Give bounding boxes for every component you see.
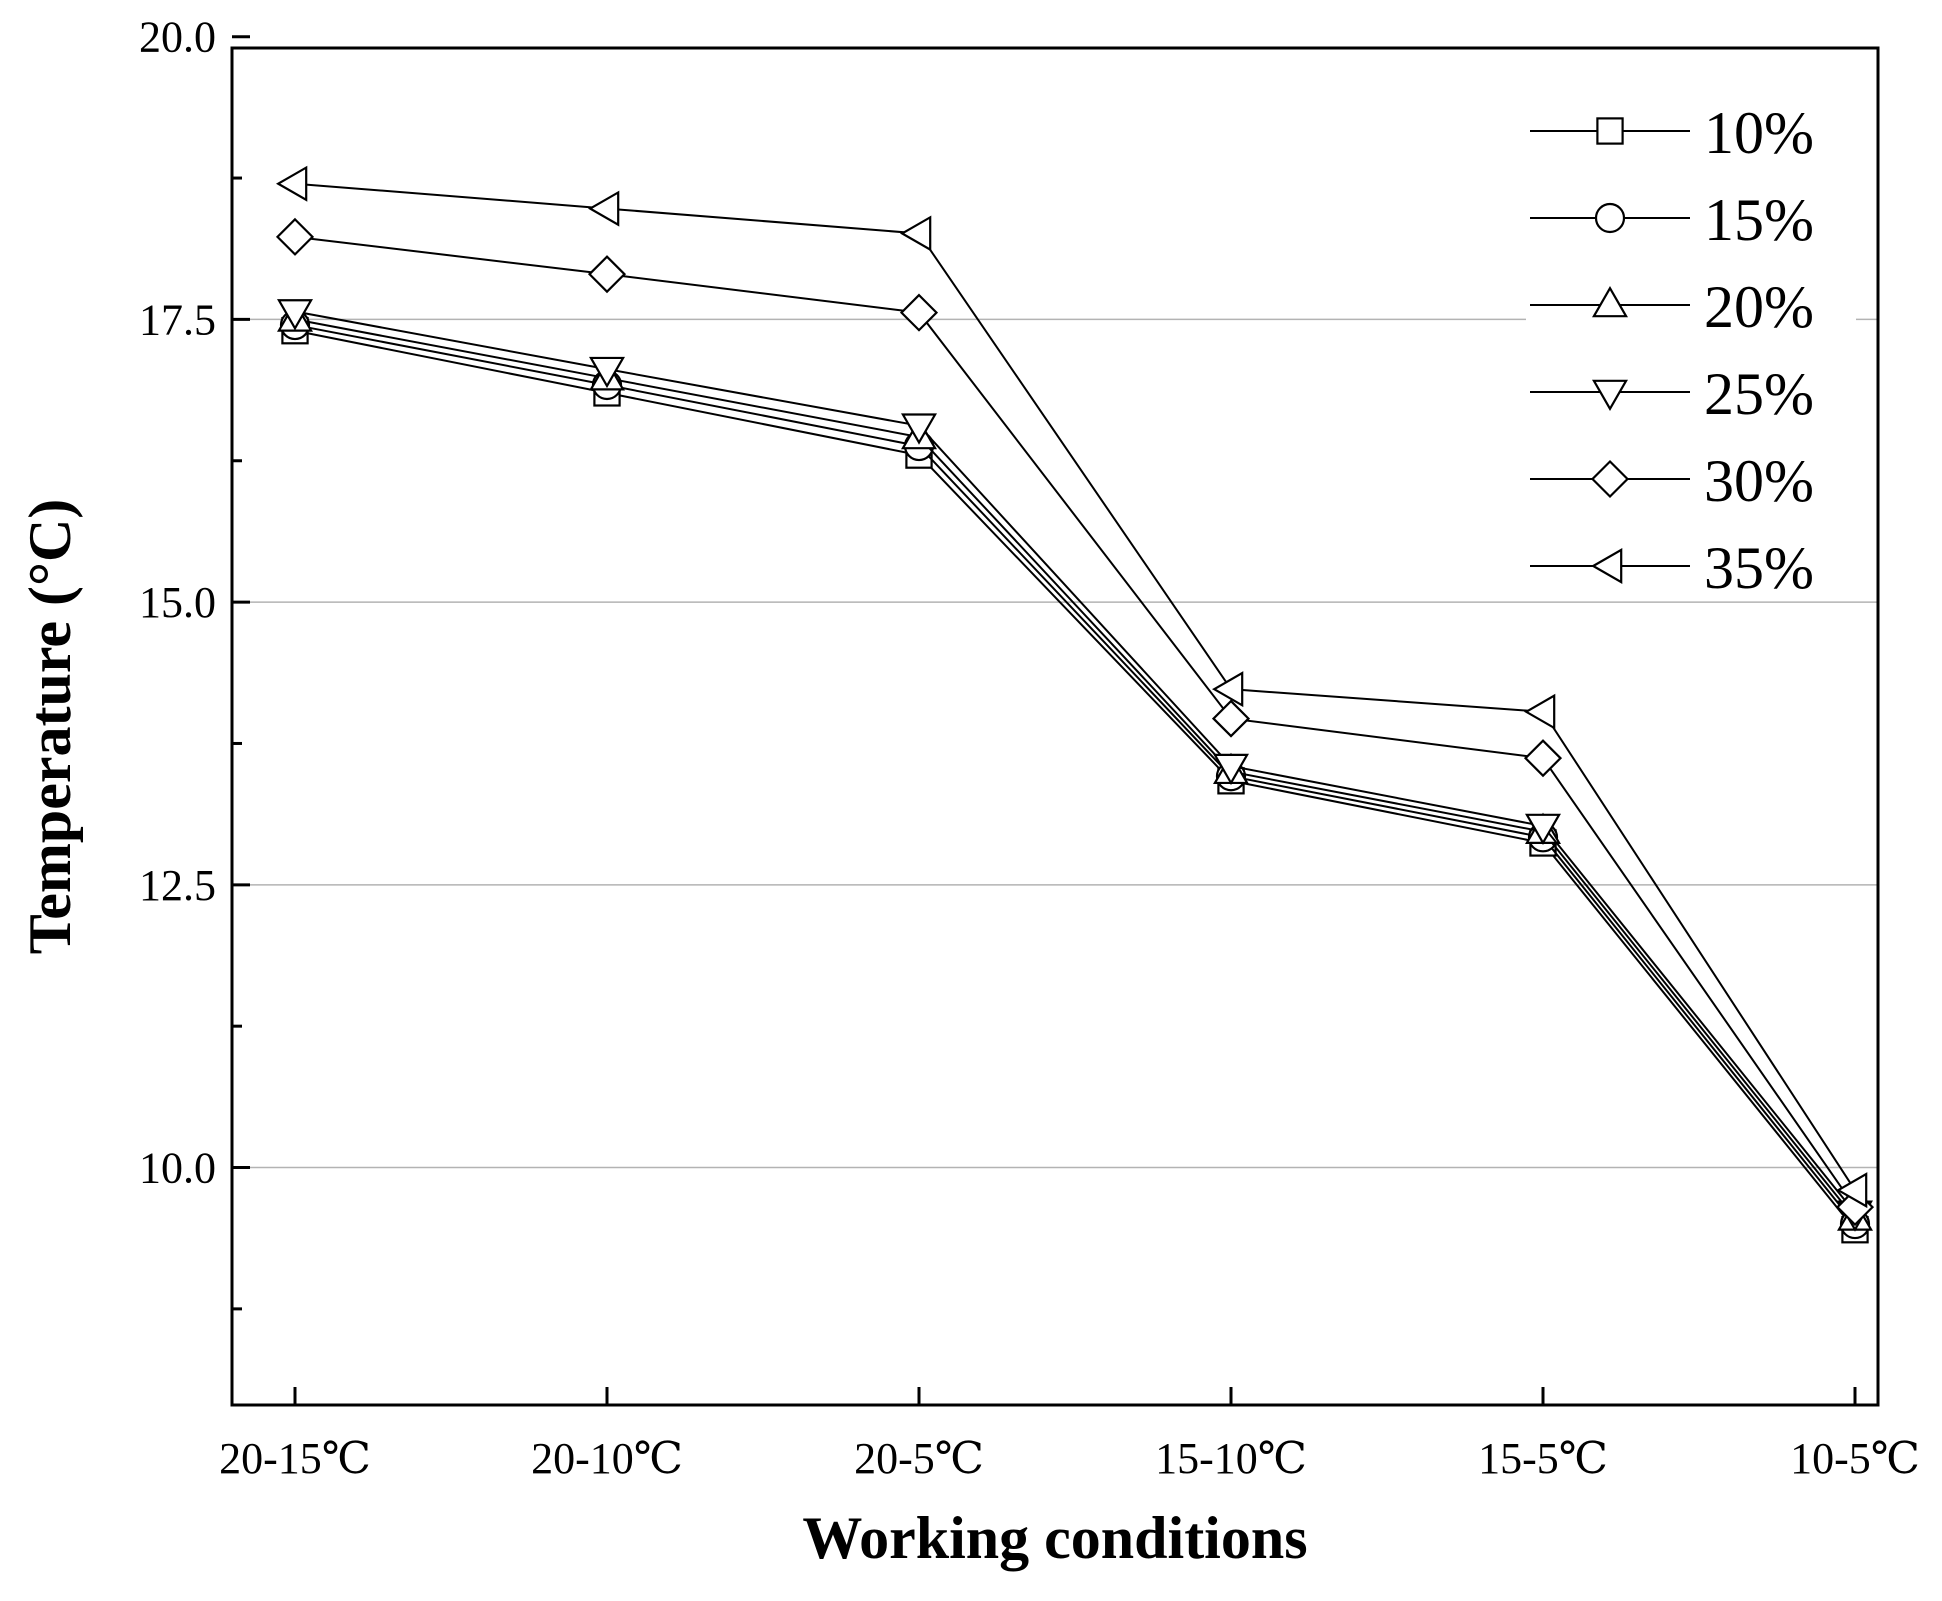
legend-marker [1590, 547, 1623, 585]
data-point [588, 356, 626, 389]
legend-item: 25% [1526, 354, 1856, 427]
data-point [1835, 1172, 1868, 1209]
y-tick-label: 20.0 [139, 13, 216, 62]
legend-item-background [1526, 267, 1856, 339]
legend-item: 35% [1526, 528, 1856, 601]
legend-item: 20% [1526, 267, 1856, 340]
data-point [1523, 739, 1563, 778]
legend-item-background [1526, 354, 1856, 426]
series-line [294, 318, 1856, 1220]
data-point [1211, 671, 1244, 708]
series-line [294, 235, 1856, 1208]
x-tick-label: 10-5℃ [1790, 1434, 1920, 1483]
series-line [294, 324, 1856, 1225]
legend-label: 10% [1704, 100, 1814, 166]
y-tick-label: 15.0 [139, 578, 216, 627]
legend-item-background [1526, 528, 1856, 600]
data-point [1212, 753, 1250, 786]
legend-label: 15% [1704, 187, 1814, 253]
data-point [275, 165, 308, 202]
series-35% [275, 165, 1868, 1209]
legend-label: 30% [1704, 448, 1814, 514]
legend-item: 15% [1526, 180, 1856, 253]
legend-item: 10% [1526, 93, 1856, 166]
x-tick-label: 20-15℃ [219, 1434, 371, 1483]
series-line [294, 182, 1856, 1191]
x-tick-label: 15-5℃ [1478, 1434, 1608, 1483]
series-25% [276, 299, 1874, 1232]
legend-label: 25% [1704, 361, 1814, 427]
data-point [587, 190, 620, 227]
y-tick-label: 12.5 [139, 861, 216, 910]
x-tick-label: 20-5℃ [854, 1434, 984, 1483]
data-point [900, 413, 938, 445]
legend-item-background [1526, 441, 1856, 513]
legend-marker [1591, 285, 1629, 318]
data-point [275, 217, 315, 256]
data-point [1211, 699, 1251, 738]
data-point [899, 215, 932, 252]
y-tick-label: 10.0 [139, 1144, 216, 1193]
legend-item-background [1526, 93, 1856, 165]
x-axis-title: Working conditions [802, 1505, 1307, 1571]
y-tick-label: 17.5 [139, 295, 216, 344]
x-tick-label: 15-10℃ [1155, 1434, 1307, 1483]
data-point [1523, 693, 1556, 730]
legend-marker [1594, 202, 1626, 234]
series-line [294, 329, 1856, 1231]
y-axis-title: Temperature (°C) [17, 499, 83, 955]
legend-label: 20% [1704, 274, 1814, 340]
legend-marker [1596, 117, 1624, 145]
legend-marker [1591, 379, 1629, 412]
plot-frame [230, 46, 1880, 1407]
legend-marker [1590, 459, 1630, 499]
legend: 10% 15% 20% 25% 30% 35% [1526, 93, 1856, 601]
axes: 10.0 12.5 15.0 17.5 20.0 20-15℃ 20-10℃ 20-5℃ 15-… [139, 13, 1920, 1483]
series-line [294, 310, 1856, 1214]
series-layer [275, 165, 1875, 1244]
data-point [1524, 813, 1562, 846]
series-30% [275, 217, 1875, 1227]
x-tick-label: 20-10℃ [531, 1434, 683, 1483]
legend-item: 30% [1526, 441, 1856, 514]
legend-label: 35% [1704, 535, 1814, 601]
legend-item-background [1526, 180, 1856, 252]
data-point [587, 255, 627, 294]
data-point [899, 293, 939, 332]
data-point [276, 299, 314, 331]
